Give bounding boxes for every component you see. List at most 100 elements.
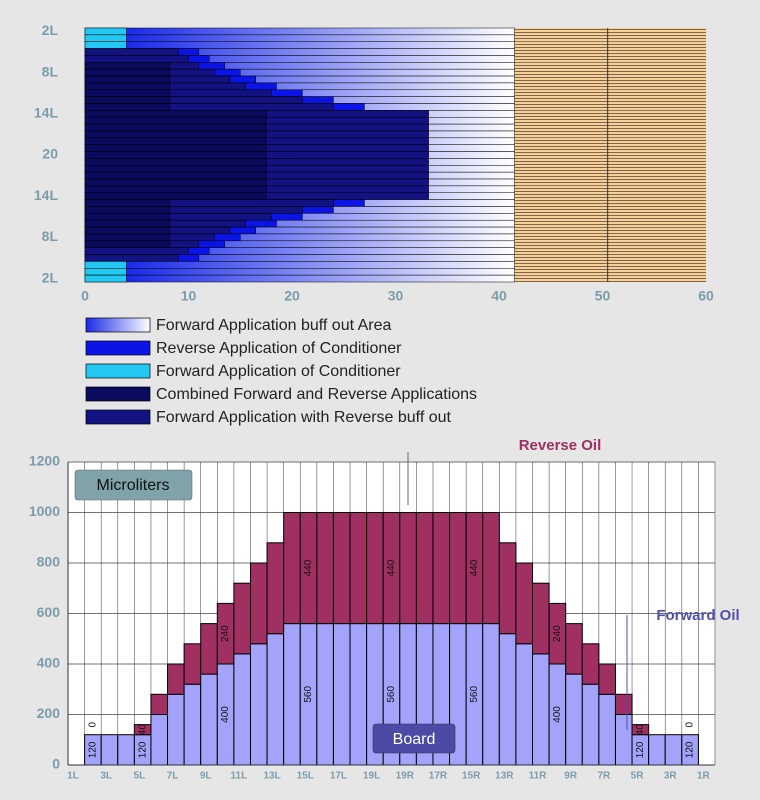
value-label: 120 [88, 741, 99, 758]
bar [84, 268, 127, 276]
x-tick-label: 17L [330, 771, 347, 782]
board-area [514, 55, 706, 63]
y-tick-label: 8L [42, 63, 59, 79]
bar [84, 48, 179, 56]
bar [84, 34, 515, 42]
board-area [514, 89, 706, 97]
label-box [74, 469, 193, 501]
legend-label: Combined Forward and Reverse Application… [156, 386, 477, 403]
bar [84, 274, 127, 283]
x-tick-label: 20 [284, 288, 300, 304]
board-area [514, 220, 706, 228]
bar [84, 103, 171, 111]
bar-segment [150, 714, 169, 766]
x-tick-label: 19R [396, 771, 415, 782]
y-tick-label: 20 [42, 146, 58, 162]
bar [84, 254, 179, 262]
bar [84, 34, 127, 42]
x-tick-label: 7R [597, 771, 611, 782]
x-tick-label: 40 [491, 288, 507, 304]
bar-segment [565, 623, 583, 675]
bar-segment [664, 734, 683, 766]
legend-label: Reverse Application of Conditioner [156, 340, 402, 357]
bar-segment [183, 683, 202, 766]
board-area [514, 41, 706, 49]
bar [84, 123, 267, 132]
bar-segment [631, 724, 650, 736]
board-area [514, 158, 706, 166]
bar [84, 130, 267, 139]
board-area [514, 268, 706, 276]
bar [84, 171, 267, 180]
bar-segment [581, 683, 600, 766]
bar [84, 274, 515, 283]
bar-segment [614, 693, 633, 715]
x-tick-label: 7L [167, 771, 179, 782]
value-label: 0 [88, 721, 99, 727]
bar [84, 137, 267, 145]
board-area [514, 275, 706, 282]
bar [84, 185, 267, 194]
annotation: Microliters [97, 477, 170, 494]
bar-segment [332, 512, 351, 625]
board-area [514, 206, 706, 214]
bar-segment [233, 582, 251, 655]
y-tick-label: 8L [42, 228, 59, 244]
x-tick-label: 19L [363, 771, 380, 782]
label-box [372, 723, 456, 754]
board-area [514, 185, 706, 193]
board-area [514, 117, 706, 125]
bar [84, 82, 171, 91]
bar-segment [316, 512, 334, 625]
x-tick-label: 11R [529, 771, 548, 782]
bar [84, 178, 267, 187]
board-area [514, 76, 706, 83]
bar-segment [167, 693, 185, 766]
x-tick-label: 15R [462, 771, 481, 782]
bar [84, 55, 189, 63]
legend-swatch [85, 386, 151, 402]
x-tick-label: 50 [595, 288, 611, 304]
bar-segment [498, 633, 517, 766]
x-tick-label: 0 [81, 288, 89, 304]
bar-segment [266, 542, 285, 635]
bar-segment [200, 623, 218, 675]
x-tick-label: 17R [429, 771, 448, 782]
x-tick-label: 30 [388, 288, 404, 304]
legend-label: Forward Application with Reverse buff ou… [156, 409, 452, 426]
bar-segment [349, 512, 368, 625]
bar-segment [515, 562, 534, 645]
y-tick-label: 800 [37, 554, 61, 570]
bar-segment [598, 663, 616, 695]
bar-segment [283, 623, 301, 766]
x-tick-label: 3L [100, 771, 112, 782]
bar [84, 62, 171, 70]
bar-segment [233, 653, 251, 766]
bar [84, 68, 171, 77]
legend-swatch [85, 317, 151, 333]
board-area [514, 103, 706, 111]
bar-segment [332, 623, 351, 766]
board-area [514, 28, 706, 35]
bar [84, 219, 171, 228]
value-label: 560 [303, 686, 314, 703]
bar-segment [498, 542, 517, 635]
x-tick-label: 13R [495, 771, 514, 782]
bar-segment [648, 734, 666, 766]
bar [84, 261, 515, 269]
value-label: 400 [552, 706, 563, 723]
value-label: 240 [552, 625, 563, 642]
y-tick-label: 14L [34, 187, 59, 203]
bar [84, 27, 127, 36]
value-label: 400 [220, 706, 231, 723]
x-tick-label: 5L [134, 771, 146, 782]
annotation: Reverse Oil [519, 437, 602, 454]
bar [84, 199, 171, 207]
y-tick-label: 400 [37, 655, 61, 671]
bar-segment [614, 714, 633, 766]
board-area [514, 130, 706, 138]
board-area [514, 96, 706, 104]
bar-segment [366, 512, 384, 625]
